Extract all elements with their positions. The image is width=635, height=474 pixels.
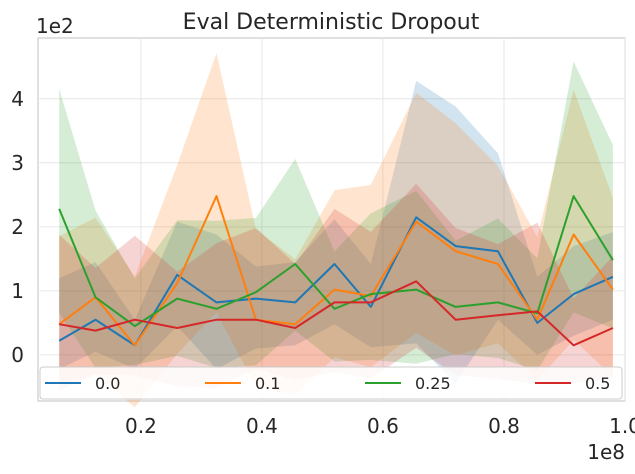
y-multiplier: 1e2	[36, 14, 74, 38]
x-tick-label: 1.0	[609, 414, 635, 438]
band-0.0	[59, 80, 613, 384]
legend-label-0.25: 0.25	[415, 374, 451, 393]
x-tick-label: 0.6	[367, 414, 399, 438]
y-tick-label: 0	[11, 343, 24, 367]
x-tick-label: 0.4	[246, 414, 278, 438]
y-tick-label: 2	[11, 215, 24, 239]
y-tick-label: 3	[11, 151, 24, 175]
x-multiplier: 1e8	[587, 440, 625, 464]
legend-frame	[39, 366, 623, 400]
series-line-0.5	[59, 280, 614, 347]
x-tick-labels: 0.2 0.4 0.6 0.8 1.0	[125, 414, 635, 438]
legend-label-0.1: 0.1	[255, 374, 280, 393]
y-tick-label: 1	[11, 279, 24, 303]
legend-label-0.0: 0.0	[95, 374, 120, 393]
legend-label-0.5: 0.5	[585, 374, 610, 393]
chart-title: Eval Deterministic Dropout	[183, 10, 480, 35]
x-tick-label: 0.8	[488, 414, 520, 438]
series-line-0.25	[58, 195, 614, 328]
series-line-0.1	[58, 195, 614, 347]
grid	[38, 38, 626, 401]
y-tick-labels: 0 1 2 3 4	[11, 87, 24, 367]
band-0.5	[59, 183, 613, 391]
y-tick-label: 4	[11, 87, 24, 111]
series-lines	[58, 195, 614, 347]
band-0.25	[59, 61, 613, 371]
legend: 0.0 0.1 0.25 0.5	[39, 366, 623, 400]
x-tick-label: 0.2	[125, 414, 157, 438]
